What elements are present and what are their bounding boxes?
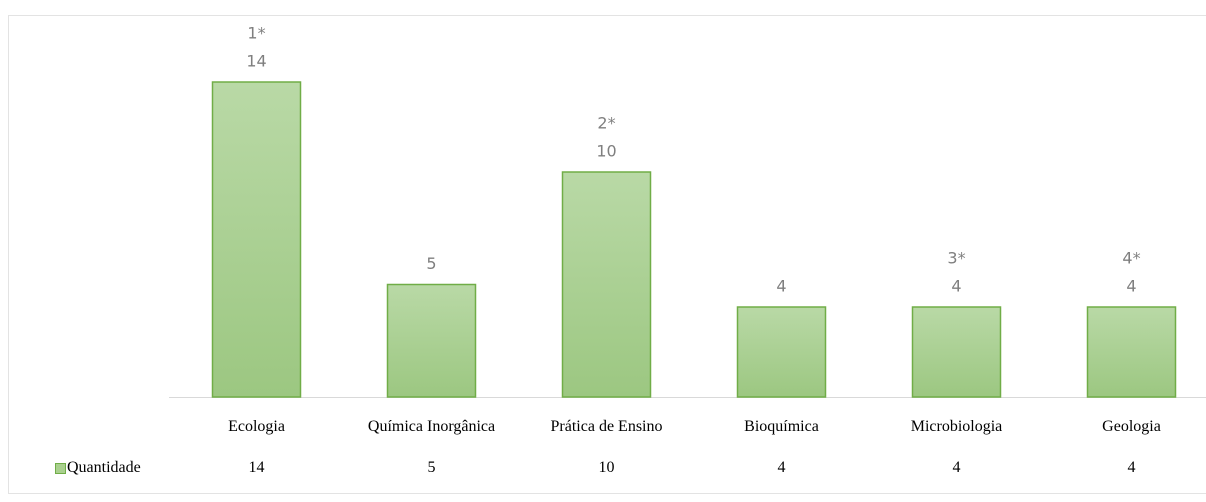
annotation: 3*: [947, 249, 965, 268]
data-label: 4: [1126, 277, 1136, 296]
table-value: 5: [427, 459, 436, 476]
bar: [211, 81, 302, 398]
data-label: 14: [246, 52, 266, 71]
x-tick-label: Ecologia: [228, 417, 285, 435]
data-label: 10: [596, 142, 616, 161]
x-tick-label: Geologia: [1102, 417, 1161, 435]
x-tick-label: Bioquímica: [744, 417, 819, 435]
annotation: 4*: [1122, 249, 1140, 268]
annotation: 1*: [247, 24, 265, 43]
table-value: 4: [777, 459, 786, 476]
legend-swatch: [55, 463, 66, 474]
table-value: 4: [1127, 459, 1136, 476]
data-label: 4: [951, 277, 961, 296]
bar: [561, 171, 652, 398]
table-value: 14: [248, 459, 265, 476]
data-label: 5: [426, 254, 436, 273]
bar: [1086, 306, 1177, 398]
x-tick-label: Microbiologia: [910, 417, 1003, 435]
annotation: 2*: [597, 114, 615, 133]
x-tick-label: Prática de Ensino: [550, 417, 663, 435]
x-tick-label: Química Inorgânica: [367, 417, 496, 435]
bar: [736, 306, 827, 398]
table-value: 10: [598, 459, 615, 476]
table-value: 4: [952, 459, 961, 476]
bar: [911, 306, 1002, 398]
bar: [386, 283, 477, 398]
chart-border: [8, 15, 1206, 494]
legend-label: Quantidade: [67, 459, 141, 476]
data-label: 4: [776, 277, 786, 296]
